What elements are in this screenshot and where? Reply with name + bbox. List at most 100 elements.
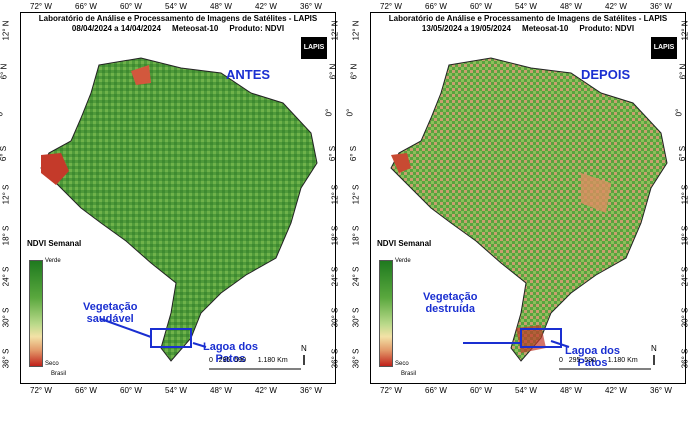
annotation: Vegetação saudável — [83, 301, 137, 325]
lon-tick-top: 60° W — [120, 2, 142, 11]
lat-tick-left: 0° — [0, 108, 5, 117]
lon-tick-bottom: 66° W — [425, 386, 447, 395]
panel-depois: Laboratório de Análise e Processamento d… — [350, 0, 700, 422]
lon-tick-bottom: 42° W — [605, 386, 627, 395]
lat-tick-left: 24° S — [1, 266, 11, 287]
legend-top: Verde — [395, 258, 411, 264]
lon-tick-bottom: 60° W — [120, 386, 142, 395]
annotation-line2: destruída — [425, 303, 475, 315]
lagoa-line2: Patos — [577, 357, 608, 369]
dry-area-west — [41, 153, 69, 185]
region-box — [150, 328, 192, 348]
legend-top: Verde — [45, 258, 61, 264]
big-label: DEPOIS — [581, 67, 631, 82]
map-frame: Laboratório de Análise e Processamento d… — [370, 12, 686, 384]
lagoa-line1: Lagoa dos — [203, 341, 259, 353]
lon-tick-bottom: 66° W — [75, 386, 97, 395]
lat-tick-left: 36° S — [1, 348, 11, 369]
lon-tick-top: 66° W — [425, 2, 447, 11]
lat-tick-right: 36° S — [330, 348, 340, 369]
lat-tick-right: 18° S — [680, 225, 690, 246]
north-arrow: N — [651, 344, 657, 353]
lon-tick-top: 54° W — [165, 2, 187, 11]
legend-bar — [29, 260, 43, 367]
brazil-map: N — [390, 57, 668, 370]
lon-tick-top: 48° W — [210, 2, 232, 11]
lat-tick-right: 6° N — [328, 63, 338, 80]
lon-tick-top: 72° W — [30, 2, 52, 11]
brasil-legend: Brasil — [401, 371, 417, 377]
date-range: 08/04/2024 a 14/04/2024 — [71, 24, 161, 33]
lat-tick-left: 18° S — [1, 225, 11, 246]
header-sub: 13/05/2024 a 19/05/2024 Meteosat-10 Prod… — [371, 24, 685, 34]
lon-tick-bottom: 72° W — [380, 386, 402, 395]
brasil-legend: Brasil — [51, 371, 67, 377]
lat-tick-left: 36° S — [351, 348, 361, 369]
lapis-logo: LAPIS — [301, 37, 327, 59]
dry-area-north — [131, 65, 151, 85]
lon-tick-top: 42° W — [605, 2, 627, 11]
north-arrow: N — [301, 344, 307, 353]
lon-tick-top: 36° W — [300, 2, 322, 11]
lat-tick-left: 24° S — [351, 266, 361, 287]
lat-tick-right: 12° N — [680, 20, 690, 41]
region-box — [520, 328, 562, 348]
lat-tick-left: 6° S — [0, 145, 9, 162]
dry-area-east — [581, 173, 611, 213]
product: Produto: NDVI — [579, 24, 635, 33]
satellite: Meteosat-10 — [522, 24, 569, 33]
lon-tick-top: 36° W — [650, 2, 672, 11]
lat-tick-right: 30° S — [330, 307, 340, 328]
lat-tick-right: 6° S — [678, 145, 688, 162]
lon-tick-top: 48° W — [560, 2, 582, 11]
legend-bottom: Seco — [395, 361, 409, 367]
annotation: Vegetação destruída — [423, 291, 477, 315]
lon-tick-top: 42° W — [255, 2, 277, 11]
header-sub: 08/04/2024 a 14/04/2024 Meteosat-10 Prod… — [21, 24, 335, 34]
lon-tick-top: 72° W — [380, 2, 402, 11]
map-header: Laboratório de Análise e Processamento d… — [371, 14, 685, 34]
lon-tick-top: 66° W — [75, 2, 97, 11]
lat-tick-left: 12° S — [1, 184, 11, 205]
big-label: ANTES — [226, 67, 271, 82]
lon-tick-bottom: 36° W — [650, 386, 672, 395]
lon-tick-bottom: 48° W — [210, 386, 232, 395]
lapis-logo: LAPIS — [651, 37, 677, 59]
lab-title: Laboratório de Análise e Processamento d… — [38, 14, 318, 23]
lon-tick-top: 60° W — [470, 2, 492, 11]
lon-tick-bottom: 42° W — [255, 386, 277, 395]
lagoa-label: Lagoa dos Patos — [203, 341, 258, 365]
legend-title: NDVI Semanal — [27, 239, 82, 248]
lat-tick-right: 18° S — [330, 225, 340, 246]
brazil-shape — [390, 57, 668, 362]
annotation-line1: Vegetação — [423, 291, 478, 303]
lon-tick-top: 54° W — [515, 2, 537, 11]
map-header: Laboratório de Análise e Processamento d… — [21, 14, 335, 34]
date-range: 13/05/2024 a 19/05/2024 — [421, 24, 511, 33]
legend-bottom: Seco — [45, 361, 59, 367]
scale-labels: 0 295 590 1.180 Km — [559, 357, 638, 364]
lon-tick-bottom: 48° W — [560, 386, 582, 395]
lat-tick-right: 12° S — [680, 184, 690, 205]
lat-tick-left: 6° N — [349, 63, 359, 80]
scale-labels: 0 295 590 1.180 Km — [209, 357, 288, 364]
lat-tick-right: 0° — [324, 108, 334, 117]
lat-tick-left: 18° S — [351, 225, 361, 246]
lagoa-arrow — [550, 340, 570, 348]
lagoa-line1: Lagoa dos — [565, 345, 621, 357]
lat-tick-right: 0° — [674, 108, 684, 117]
lat-tick-right: 30° S — [680, 307, 690, 328]
satellite: Meteosat-10 — [172, 24, 219, 33]
product: Produto: NDVI — [229, 24, 285, 33]
lat-tick-left: 30° S — [1, 307, 11, 328]
lat-tick-left: 6° S — [349, 145, 359, 162]
lagoa-line2: Patos — [215, 353, 246, 365]
annotation-line1: Vegetação — [83, 301, 138, 313]
lat-tick-left: 12° N — [1, 20, 11, 41]
lat-tick-left: 6° N — [0, 63, 9, 80]
lat-tick-right: 6° N — [678, 63, 688, 80]
lon-tick-bottom: 54° W — [515, 386, 537, 395]
lat-tick-right: 24° S — [680, 266, 690, 287]
lon-tick-bottom: 60° W — [470, 386, 492, 395]
lagoa-arrow — [192, 342, 207, 348]
